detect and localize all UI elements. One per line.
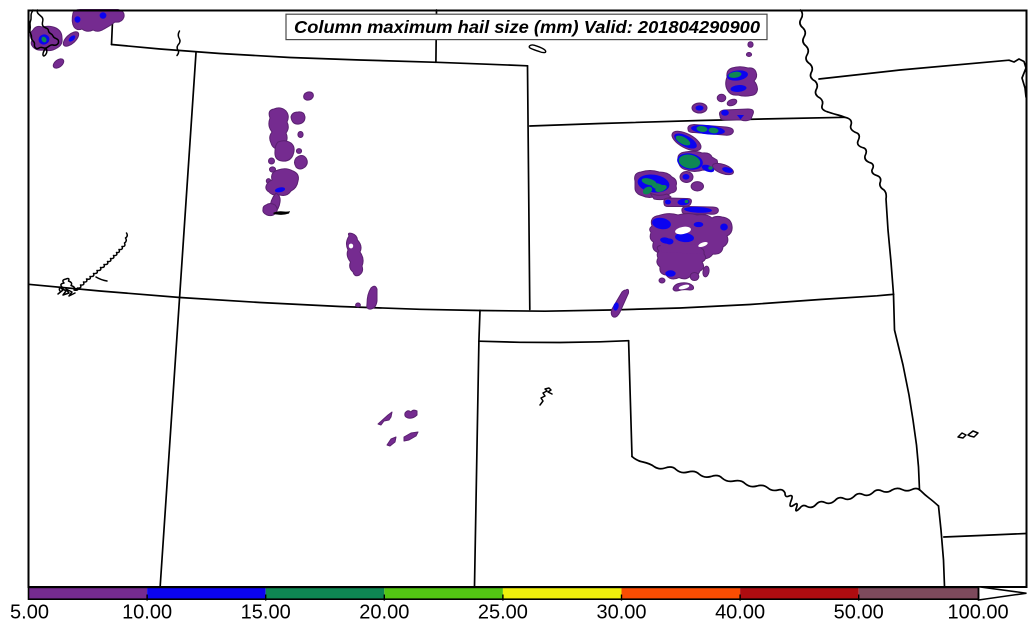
svg-text:10.00: 10.00 xyxy=(122,602,172,624)
svg-text:40.00: 40.00 xyxy=(715,602,765,624)
svg-text:5.00: 5.00 xyxy=(10,602,49,624)
svg-text:30.00: 30.00 xyxy=(596,602,646,624)
svg-text:100.00: 100.00 xyxy=(948,602,1009,624)
svg-text:20.00: 20.00 xyxy=(359,602,409,624)
svg-text:25.00: 25.00 xyxy=(478,602,528,624)
svg-text:15.00: 15.00 xyxy=(241,602,291,624)
svg-text:Column maximum hail size (mm): Column maximum hail size (mm) Valid: 201… xyxy=(294,17,760,37)
svg-text:50.00: 50.00 xyxy=(834,602,884,624)
